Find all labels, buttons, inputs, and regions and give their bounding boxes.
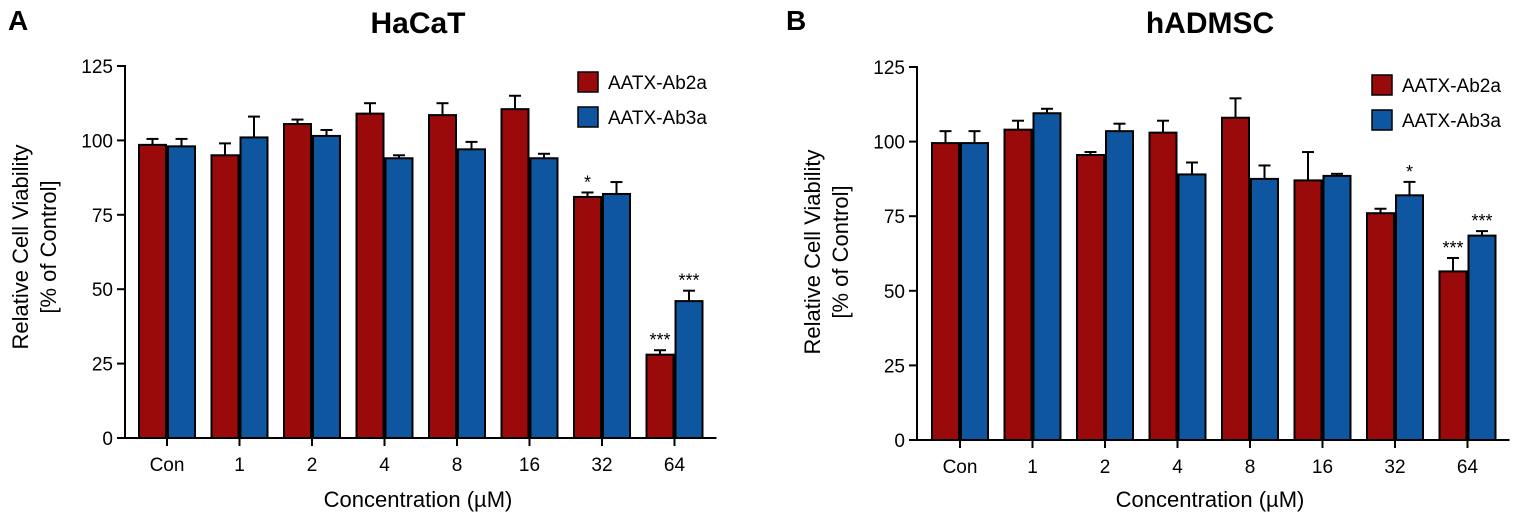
bar-aatx-ab3a-64 bbox=[674, 300, 704, 439]
y-tick-label: 25 bbox=[92, 355, 113, 376]
legend-swatch bbox=[577, 71, 599, 93]
significance-marker: * bbox=[1406, 162, 1413, 182]
bar-aatx-ab3a-8 bbox=[457, 148, 486, 439]
bar-aatx-ab2a-32 bbox=[1366, 212, 1395, 441]
bar-aatx-ab2a-1 bbox=[1003, 128, 1033, 441]
x-axis-label: Concentration (µM) bbox=[1116, 487, 1305, 512]
x-tick-label: 64 bbox=[1457, 457, 1479, 478]
x-tick-label: 2 bbox=[307, 455, 318, 476]
bar-aatx-ab2a-2 bbox=[283, 123, 312, 439]
y-axis-label-line2: [% of Control] bbox=[828, 185, 853, 318]
chart-title-hacat: HaCaT bbox=[370, 7, 465, 40]
significance-marker: *** bbox=[678, 271, 699, 291]
x-tick-label: 32 bbox=[591, 455, 612, 476]
x-tick-label: 32 bbox=[1384, 457, 1405, 478]
bar-aatx-ab2a-4 bbox=[355, 112, 385, 439]
x-tick-label: Con bbox=[150, 455, 185, 476]
bar-aatx-ab3a-4 bbox=[384, 157, 414, 439]
y-tick-label: 25 bbox=[884, 356, 905, 377]
bar-aatx-ab2a-32 bbox=[573, 195, 602, 439]
legend-swatch bbox=[577, 106, 599, 128]
legend-swatch bbox=[1371, 109, 1393, 131]
bar-aatx-ab3a-32 bbox=[1395, 194, 1424, 441]
x-tick-label: Con bbox=[943, 457, 978, 478]
bar-aatx-ab3a-2 bbox=[312, 134, 341, 439]
panel-letter-a: A bbox=[8, 5, 28, 36]
bar-aatx-ab2a-8 bbox=[1221, 116, 1250, 441]
panel-letter-b: B bbox=[786, 5, 806, 36]
x-tick-label: 1 bbox=[234, 455, 245, 476]
bar-aatx-ab2a-64 bbox=[645, 353, 675, 439]
x-tick-label: 8 bbox=[1245, 457, 1256, 478]
y-tick-label: 75 bbox=[884, 207, 905, 228]
bar-aatx-ab2a-16 bbox=[500, 108, 530, 439]
y-axis-label-line2: [% of Control] bbox=[36, 180, 61, 313]
bar-aatx-ab3a-con bbox=[960, 142, 989, 441]
y-tick-label: 0 bbox=[102, 429, 113, 450]
significance-marker: *** bbox=[1471, 211, 1492, 231]
x-tick-label: 4 bbox=[379, 455, 390, 476]
y-tick-label: 50 bbox=[92, 280, 113, 301]
bar-aatx-ab2a-con bbox=[931, 142, 960, 441]
bar-aatx-ab2a-con bbox=[138, 143, 167, 439]
y-tick-label: 0 bbox=[894, 431, 905, 452]
legend-label: AATX-Ab2a bbox=[1402, 76, 1501, 97]
panel-b-chart: B hADMSC Relative Cell Viability [% of C… bbox=[786, 5, 1510, 512]
x-tick-label: 2 bbox=[1100, 457, 1111, 478]
y-tick-label: 50 bbox=[884, 282, 905, 303]
bar-aatx-ab2a-1 bbox=[210, 154, 240, 439]
y-axis-label-line1: Relative Cell Viability bbox=[8, 144, 33, 349]
bar-aatx-ab3a-1 bbox=[239, 136, 269, 439]
y-tick-label: 100 bbox=[873, 133, 905, 154]
x-tick-label: 4 bbox=[1172, 457, 1183, 478]
bar-aatx-ab2a-64 bbox=[1438, 270, 1468, 441]
bar-aatx-ab3a-16 bbox=[529, 157, 559, 439]
chart-title-hadmsc: hADMSC bbox=[1146, 7, 1274, 40]
bar-aatx-ab2a-8 bbox=[428, 114, 457, 439]
legend-label: AATX-Ab2a bbox=[608, 73, 707, 94]
significance-marker: *** bbox=[1442, 238, 1463, 258]
legend-label: AATX-Ab3a bbox=[608, 108, 707, 129]
significance-marker: *** bbox=[649, 330, 670, 350]
bar-aatx-ab3a-1 bbox=[1032, 112, 1062, 441]
y-axis-label-line1: Relative Cell Viability bbox=[800, 149, 825, 354]
bar-aatx-ab3a-32 bbox=[602, 192, 631, 439]
x-axis-label: Concentration (µM) bbox=[324, 487, 513, 512]
bar-aatx-ab3a-16 bbox=[1322, 174, 1352, 442]
y-tick-label: 125 bbox=[873, 58, 905, 79]
bar-aatx-ab3a-8 bbox=[1250, 177, 1279, 441]
x-tick-label: 16 bbox=[519, 455, 540, 476]
legend-swatch bbox=[1371, 74, 1393, 96]
x-tick-label: 16 bbox=[1312, 457, 1333, 478]
x-tick-label: 1 bbox=[1027, 457, 1038, 478]
bar-aatx-ab3a-4 bbox=[1177, 173, 1207, 441]
bar-aatx-ab3a-2 bbox=[1105, 130, 1134, 441]
x-tick-label: 8 bbox=[452, 455, 463, 476]
panel-a-chart: A HaCaT Relative Cell Viability [% of Co… bbox=[8, 5, 717, 512]
significance-marker: * bbox=[584, 172, 591, 192]
bar-aatx-ab2a-16 bbox=[1293, 179, 1323, 441]
y-tick-label: 100 bbox=[81, 131, 113, 152]
bar-aatx-ab3a-64 bbox=[1467, 234, 1497, 441]
bar-aatx-ab3a-con bbox=[167, 145, 196, 440]
legend-label: AATX-Ab3a bbox=[1402, 111, 1501, 132]
y-tick-label: 75 bbox=[92, 206, 113, 227]
bar-aatx-ab2a-2 bbox=[1076, 154, 1105, 441]
y-tick-label: 125 bbox=[81, 57, 113, 78]
bar-aatx-ab2a-4 bbox=[1148, 131, 1178, 441]
x-tick-label: 64 bbox=[664, 455, 686, 476]
